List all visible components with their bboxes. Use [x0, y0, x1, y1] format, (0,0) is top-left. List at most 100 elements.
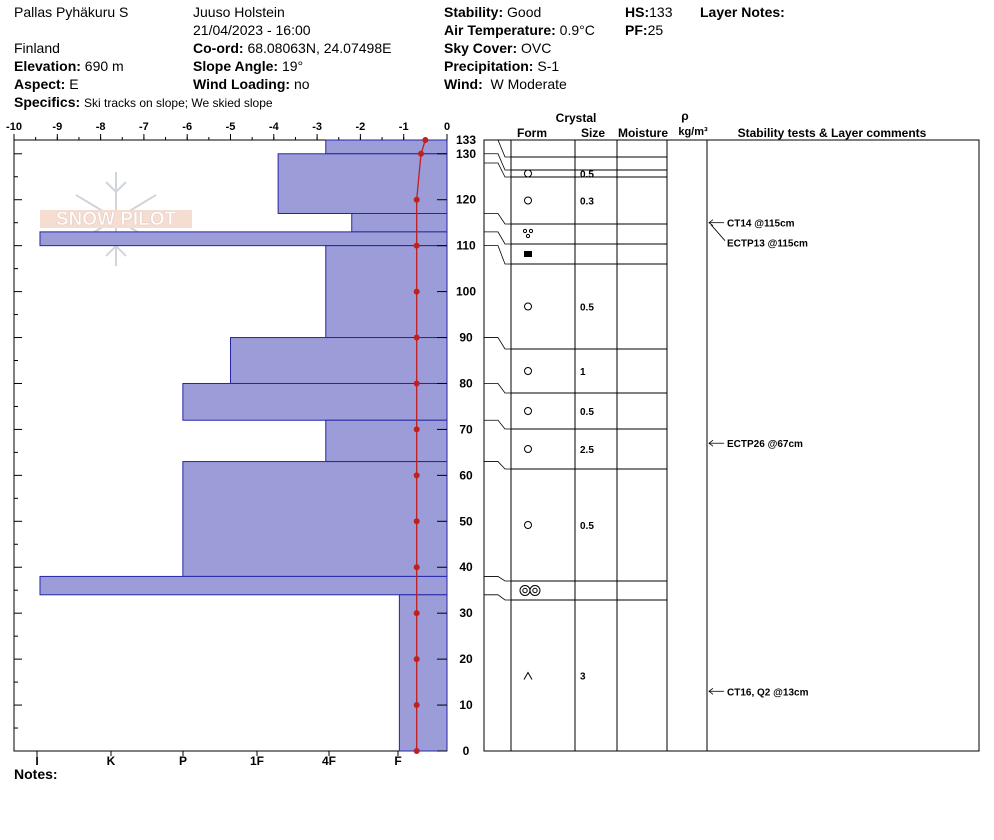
table-header: Crystal Form Size Moisture ρ kg/m³ Stabi… — [517, 109, 927, 140]
height-tick-label: 120 — [456, 193, 476, 207]
aspect: Aspect: E — [14, 76, 79, 92]
temp-tick-label: -5 — [226, 121, 236, 133]
rounded-grain-icon — [524, 196, 532, 205]
hs: HS:133 — [625, 4, 673, 20]
grain-size-label: 3 — [580, 672, 586, 683]
temp-tick-label: -6 — [182, 121, 192, 133]
height-tick-label: 80 — [459, 376, 473, 390]
height-tick-label: 20 — [459, 652, 473, 666]
melt-form-icon — [525, 233, 531, 239]
temp-tick-label: -10 — [6, 121, 22, 133]
height-tick-label: 10 — [459, 698, 473, 712]
temperature-point — [413, 242, 420, 249]
height-tick-label: 70 — [459, 422, 473, 436]
coordinates: Co-ord: 68.08063N, 24.07498E — [193, 40, 392, 56]
datetime: 21/04/2023 - 16:00 — [193, 22, 311, 38]
notes-label: Notes: — [14, 766, 58, 782]
height-connector — [484, 461, 511, 470]
logo-text: SNOW PILOT — [56, 209, 177, 230]
slope-angle: Slope Angle: 19° — [193, 58, 304, 74]
hardness-tick-label: 1F — [250, 754, 264, 768]
temp-tick-label: 0 — [444, 121, 450, 133]
hardness-bar — [230, 337, 448, 384]
specifics: Specifics: Ski tracks on slope; We skied… — [14, 94, 273, 110]
hardness-bar — [277, 153, 448, 215]
rounded-grain-icon — [524, 169, 532, 178]
height-connector — [484, 245, 511, 265]
size-header: Size — [581, 126, 605, 140]
stability-leader — [710, 224, 726, 241]
arrow-icon — [708, 687, 714, 695]
hardness-tick-label: I — [35, 754, 38, 768]
temp-tick-label: -2 — [356, 121, 366, 133]
layer-notes-label: Layer Notes: — [700, 4, 785, 20]
grain-size-label: 0.5 — [580, 521, 594, 532]
height-tick-label: 100 — [456, 285, 476, 299]
hardness-bar — [39, 575, 448, 596]
grain-size-label: 0.5 — [580, 407, 594, 418]
hardness-tick-label: P — [179, 754, 187, 768]
temp-tick-label: -4 — [269, 121, 280, 133]
hardness-temperature-plot: -10 -9 -8 -7 -6 -5 -4 -3 -2 -1 0010203040506070809… — [6, 121, 476, 768]
height-tick-label: 90 — [459, 331, 473, 345]
hardness-bar — [398, 594, 448, 752]
height-connector — [484, 231, 511, 245]
height-connector — [484, 419, 511, 430]
logo-band — [40, 210, 192, 228]
moisture-header: Moisture — [618, 126, 668, 140]
height-tick-label: 110 — [456, 239, 476, 253]
snowpilot-logo: SNOW PILOT — [40, 172, 192, 266]
melt-form-icon — [528, 228, 534, 234]
wind: Wind: W Moderate — [444, 76, 567, 92]
height-connector — [484, 213, 511, 225]
temp-tick-label: -8 — [96, 121, 106, 133]
stability-test-label: ECTP13 @115cm — [727, 239, 808, 250]
melt-cluster-icon — [532, 587, 538, 594]
temp-tick-label: -9 — [52, 121, 62, 133]
stability-test-label: CT14 @115cm — [727, 219, 795, 230]
height-tick-label: 0 — [463, 744, 470, 758]
melt-cluster-icon — [519, 585, 531, 596]
hardness-bar — [325, 139, 448, 155]
rounded-grain-icon — [524, 521, 532, 529]
height-connector — [484, 337, 511, 350]
temperature-point — [422, 137, 429, 143]
location: Pallas Pyhäkuru S — [14, 4, 129, 20]
stability: Stability: Good — [444, 4, 542, 20]
temperature-point — [413, 472, 420, 479]
stability-test-label: ECTP26 @67cm — [727, 439, 803, 450]
rounded-grain-icon — [524, 367, 532, 375]
table-frame — [483, 139, 980, 752]
temperature-point — [413, 702, 420, 709]
ice-layer-icon — [524, 251, 532, 257]
wind-loading: Wind Loading: no — [193, 76, 310, 92]
arrow-icon — [708, 219, 714, 227]
hardness-bar — [325, 245, 448, 339]
height-tick-label: 130 — [456, 147, 476, 161]
grain-size-label: 1 — [580, 367, 586, 378]
form-header: Form — [517, 126, 547, 140]
country: Finland — [14, 40, 60, 56]
stability-test-label: CT16, Q2 @13cm — [727, 687, 809, 698]
depth-hoar-icon — [523, 671, 533, 680]
height-connector — [484, 383, 511, 394]
precipitation: Precipitation: S-1 — [444, 58, 560, 74]
sky-cover: Sky Cover: OVC — [444, 40, 552, 56]
hardness-bar — [182, 382, 448, 421]
stability-comments-header: Stability tests & Layer comments — [738, 126, 927, 140]
temperature-point — [413, 518, 420, 525]
air-temperature: Air Temperature: 0.9°C — [444, 22, 595, 38]
grain-size-label: 0.5 — [580, 170, 594, 181]
grain-size-label: 0.5 — [580, 303, 594, 314]
hardness-tick-label: K — [107, 754, 116, 768]
rounded-grain-icon — [524, 302, 532, 311]
melt-form-icon — [522, 228, 528, 234]
temp-tick-label: -7 — [139, 121, 149, 133]
crystal-header: Crystal — [556, 111, 597, 125]
height-connector — [484, 139, 511, 158]
temperature-point — [413, 748, 420, 754]
hardness-tick-label: 4F — [322, 754, 336, 768]
temperature-point — [418, 150, 425, 157]
height-connector — [484, 576, 511, 582]
